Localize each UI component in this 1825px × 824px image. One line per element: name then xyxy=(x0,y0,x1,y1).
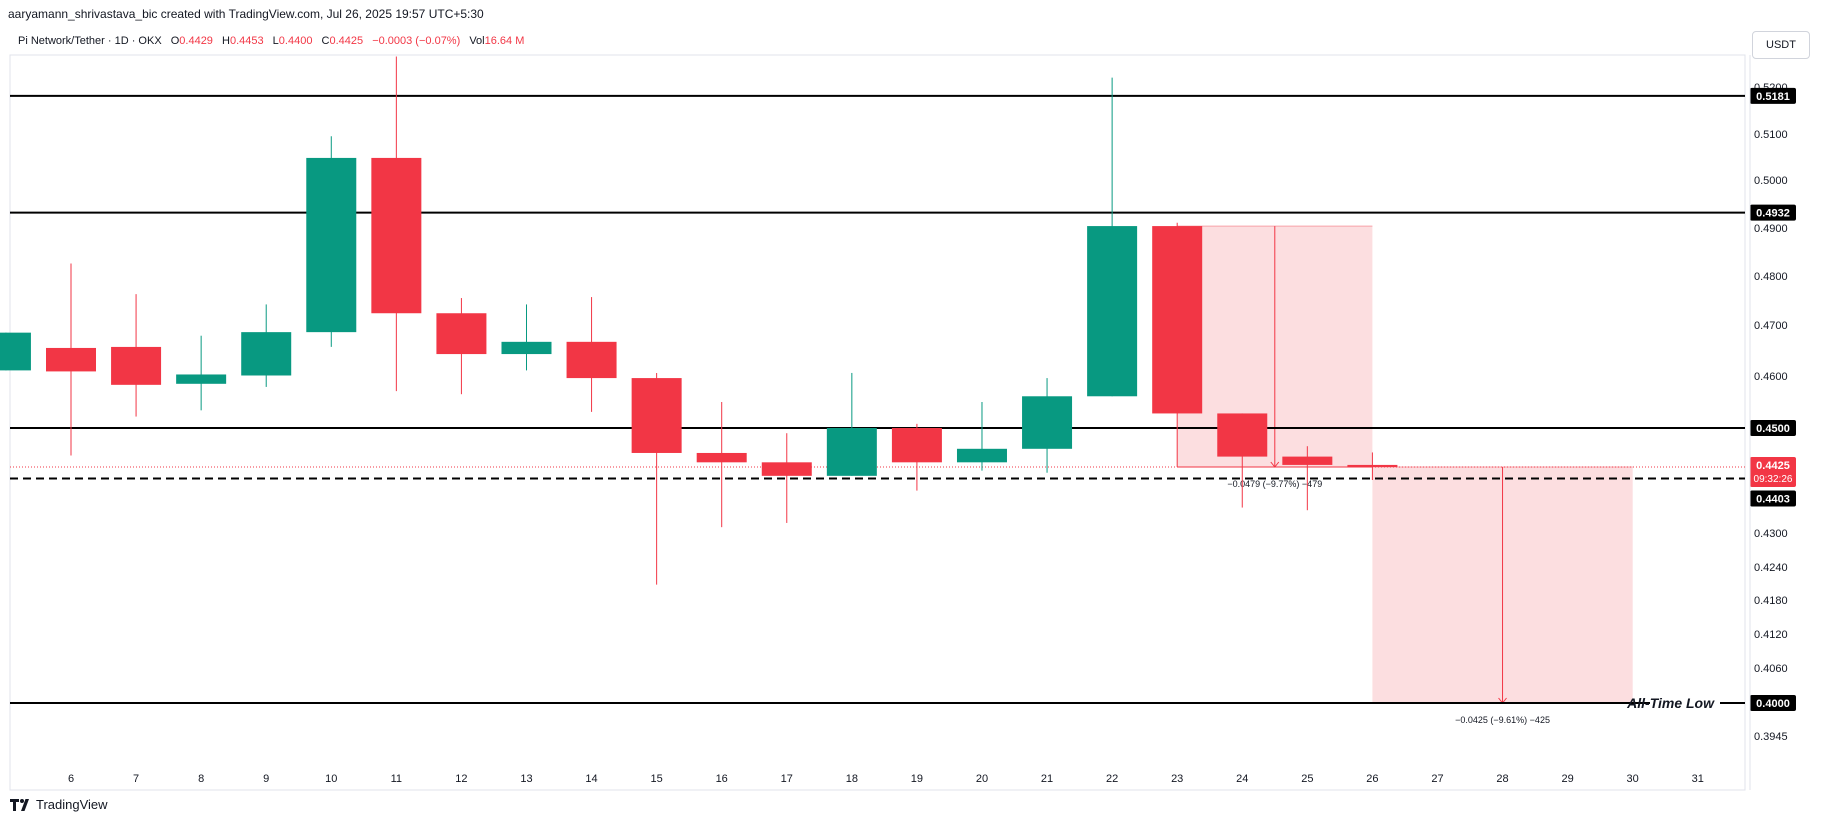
y-axis-tick-label: 0.4180 xyxy=(1754,595,1788,607)
dashed-level-badge xyxy=(1750,490,1796,507)
x-axis-tick-label: 16 xyxy=(716,773,728,785)
candle-body[interactable] xyxy=(761,462,812,476)
high-value: 0.4453 xyxy=(229,35,264,47)
candle-body[interactable] xyxy=(566,341,617,379)
candle-body[interactable] xyxy=(0,332,31,371)
tradingview-brand: TradingView xyxy=(10,797,108,812)
x-axis-tick-label: 29 xyxy=(1561,773,1573,785)
level-badge-label: 0.5181 xyxy=(1756,91,1790,103)
x-axis-tick-label: 26 xyxy=(1366,773,1378,785)
y-axis-tick-label: 0.5100 xyxy=(1754,129,1788,141)
x-axis-tick-label: 7 xyxy=(133,773,139,785)
y-axis-tick-label: 0.5000 xyxy=(1754,175,1788,187)
high-label: H xyxy=(222,35,230,47)
volume-value: 16.64 M xyxy=(484,35,525,47)
candle-body[interactable] xyxy=(436,313,487,355)
candle-body[interactable] xyxy=(696,452,747,463)
level-badge xyxy=(1750,420,1796,436)
low-label: L xyxy=(272,35,279,47)
y-axis-tick-label: 0.4900 xyxy=(1754,223,1788,235)
candle-body[interactable] xyxy=(306,157,357,333)
x-axis-tick-label: 24 xyxy=(1236,773,1248,785)
x-axis-tick-label: 14 xyxy=(585,773,597,785)
y-axis-tick-label: 0.4120 xyxy=(1754,629,1788,641)
y-axis-tick-label: 0.4300 xyxy=(1754,528,1788,540)
current-price-label: 0.4425 xyxy=(1756,460,1790,472)
measure-label: −0.0479 (−9.77%) −479 xyxy=(1227,479,1322,489)
symbol-name[interactable]: Pi Network/Tether · 1D · OKX xyxy=(18,35,162,47)
volume-label: Vol xyxy=(469,35,485,47)
level-badge-label: 0.4500 xyxy=(1756,423,1790,435)
open-label: O xyxy=(170,35,180,47)
x-axis-tick-label: 28 xyxy=(1496,773,1508,785)
candle-body[interactable] xyxy=(1152,226,1203,414)
x-axis-tick-label: 15 xyxy=(651,773,663,785)
close-value: 0.4425 xyxy=(329,35,364,47)
x-axis-tick-label: 17 xyxy=(781,773,793,785)
x-axis-tick-label: 25 xyxy=(1301,773,1313,785)
x-axis-tick-label: 10 xyxy=(325,773,337,785)
measure-arrow-head xyxy=(1270,461,1280,468)
level-badge xyxy=(1750,87,1796,104)
x-axis-tick-label: 23 xyxy=(1171,773,1183,785)
x-axis-tick-label: 20 xyxy=(976,773,988,785)
measure-label: −0.0425 (−9.61%) −425 xyxy=(1455,715,1550,725)
open-value: 0.4429 xyxy=(179,35,213,47)
symbol-bar: Pi Network/Tether · 1D · OKX O0.4429 H0.… xyxy=(18,35,524,47)
level-badge xyxy=(1750,695,1796,711)
x-axis-tick-label: 22 xyxy=(1106,773,1118,785)
level-badge-label: 0.4000 xyxy=(1756,698,1790,710)
x-axis-tick-label: 31 xyxy=(1692,773,1704,785)
candle-body[interactable] xyxy=(891,428,942,463)
x-axis-tick-label: 9 xyxy=(263,773,269,785)
y-axis-tick-label: 0.4060 xyxy=(1754,663,1788,675)
author-line: aaryamann_shrivastava_bic created with T… xyxy=(8,7,484,21)
candle-body[interactable] xyxy=(1347,464,1398,467)
y-axis-tick-label: 0.4600 xyxy=(1754,371,1788,383)
currency-button[interactable]: USDT xyxy=(1752,31,1810,59)
level-badge xyxy=(1750,204,1796,221)
countdown-label: 09:32:26 xyxy=(1754,474,1793,485)
candle-body[interactable] xyxy=(46,347,96,372)
y-axis-tick-label: 0.4800 xyxy=(1754,271,1788,283)
x-axis-tick-label: 6 xyxy=(68,773,74,785)
candle-body[interactable] xyxy=(111,346,162,385)
candle-body[interactable] xyxy=(631,378,682,453)
candle-body[interactable] xyxy=(956,448,1007,463)
low-value: 0.4400 xyxy=(278,35,313,47)
current-price-badge xyxy=(1750,457,1796,487)
x-axis-tick-label: 30 xyxy=(1627,773,1639,785)
x-axis-tick-label: 27 xyxy=(1431,773,1443,785)
candle-body[interactable] xyxy=(1282,456,1333,465)
candle-body[interactable] xyxy=(176,374,227,384)
x-axis-tick-label: 11 xyxy=(391,773,402,785)
all-time-low-annotation: All-Time Low xyxy=(1626,695,1715,711)
plot-frame xyxy=(9,54,1746,791)
x-axis-tick-label: 19 xyxy=(911,773,923,785)
candle-body[interactable] xyxy=(1022,396,1073,449)
x-axis-tick-label: 21 xyxy=(1041,773,1053,785)
y-axis-tick-label: 0.4240 xyxy=(1754,562,1788,574)
x-axis-tick-label: 8 xyxy=(198,773,204,785)
x-axis-tick-label: 13 xyxy=(520,773,532,785)
close-label: C xyxy=(321,35,330,47)
candle-body[interactable] xyxy=(241,332,292,376)
level-badge-label: 0.4932 xyxy=(1756,208,1790,220)
candle-body[interactable] xyxy=(1087,226,1138,397)
tradingview-logo-icon xyxy=(10,798,29,811)
x-axis-tick-label: 12 xyxy=(455,773,467,785)
change-value: −0.0003 (−0.07%) xyxy=(372,35,461,47)
candle-body[interactable] xyxy=(371,157,422,314)
candle-body[interactable] xyxy=(1217,413,1268,457)
brand-name: TradingView xyxy=(36,797,108,812)
candle-body[interactable] xyxy=(826,428,877,476)
candle-body[interactable] xyxy=(501,341,552,355)
y-axis-tick-label: 0.3945 xyxy=(1754,731,1788,743)
x-axis-tick-label: 18 xyxy=(846,773,858,785)
annotation-backdrop xyxy=(1650,694,1720,712)
dashed-level-badge-label: 0.4403 xyxy=(1756,493,1790,505)
y-axis-tick-label: 0.4700 xyxy=(1754,320,1788,332)
